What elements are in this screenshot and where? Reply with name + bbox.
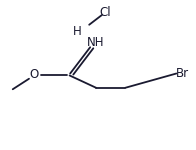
Text: Br: Br <box>176 67 189 80</box>
Text: Cl: Cl <box>99 6 111 18</box>
Text: O: O <box>30 69 39 81</box>
Text: NH: NH <box>87 36 105 48</box>
Text: H: H <box>73 25 82 38</box>
